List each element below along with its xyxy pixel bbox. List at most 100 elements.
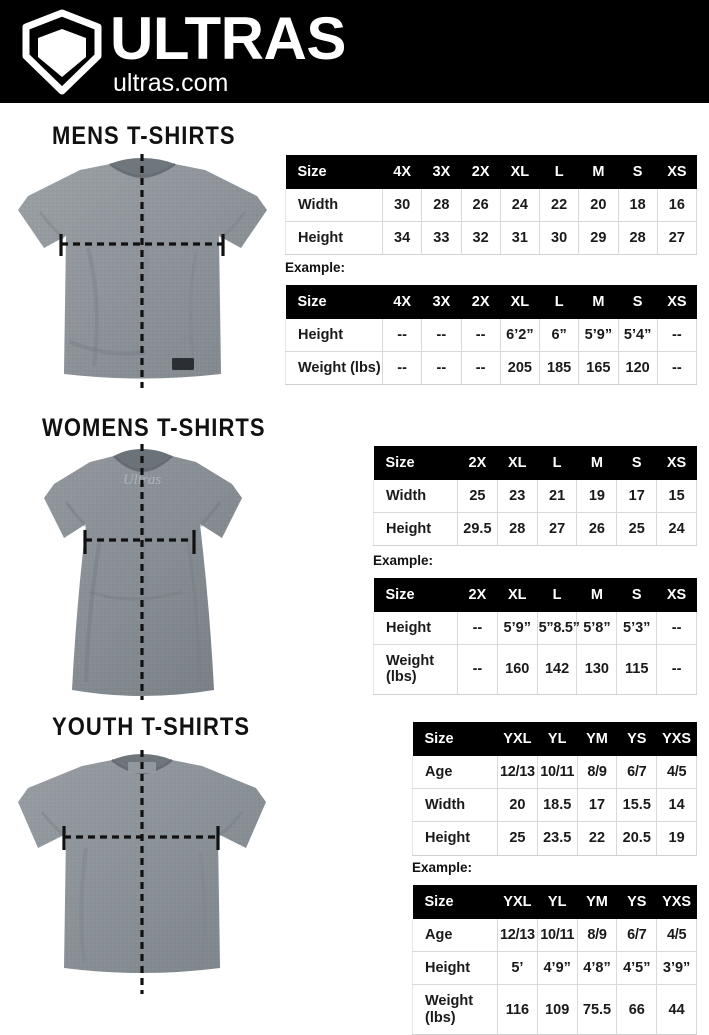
- cell: 20.5: [616, 821, 658, 856]
- column-header: Size: [412, 722, 498, 756]
- column-header: Size: [285, 285, 383, 319]
- cell: 33: [421, 221, 462, 256]
- column-header: YXL: [497, 722, 538, 756]
- cell: 5’8”: [576, 612, 618, 646]
- row-label: Age: [412, 919, 498, 953]
- column-header: YM: [577, 885, 617, 919]
- cell: 28: [496, 512, 538, 547]
- cell: 15.5: [616, 788, 658, 823]
- mens-example-table: Size 4X 3X 2X XL L M S XS Height -- -- -…: [285, 285, 698, 386]
- cell: 26: [576, 512, 618, 547]
- column-header: YS: [616, 885, 657, 919]
- cell: 8/9: [576, 756, 618, 790]
- column-header: L: [537, 446, 577, 480]
- column-header: Size: [285, 155, 383, 189]
- cell: 16: [656, 189, 698, 223]
- cell: 5’9”: [496, 612, 538, 646]
- column-header: XS: [657, 155, 697, 189]
- column-header: 3X: [421, 285, 461, 319]
- example-table: Size 2X XL L M S XS Height -- 5’9” 5”8.5…: [373, 578, 697, 695]
- cell: 29.5: [457, 512, 498, 547]
- youth-example-table: Size YXL YL YM YS YXS Age 12/13 10/11 8/…: [412, 885, 697, 1035]
- header-banner: ULTRAS ultras.com: [0, 0, 709, 103]
- cell: --: [656, 319, 698, 353]
- cell: 24: [499, 189, 541, 223]
- table-row: Height 34 33 32 31 30 29 28 27: [285, 221, 698, 256]
- cell: 130: [576, 644, 618, 695]
- column-header: XS: [656, 578, 697, 612]
- cell: 23: [496, 480, 538, 514]
- column-header: M: [576, 578, 617, 612]
- column-header: 2X: [461, 285, 501, 319]
- table-row: Weight (lbs) -- 160 142 130 115 --: [373, 644, 697, 695]
- column-header: XL: [497, 446, 538, 480]
- column-header: S: [616, 446, 657, 480]
- table-header-row: Size 4X 3X 2X XL L M S XS: [285, 285, 697, 319]
- row-label: Height: [412, 951, 498, 986]
- cell: 3’9”: [656, 951, 697, 986]
- cell: 17: [616, 480, 658, 514]
- column-header: L: [537, 578, 577, 612]
- size-table: Size YXL YL YM YS YXS Age 12/13 10/11 8/…: [412, 722, 697, 856]
- shield-pentagon-icon: [18, 8, 106, 96]
- column-header: L: [539, 285, 579, 319]
- youth-size-table: Size YXL YL YM YS YXS Age 12/13 10/11 8/…: [412, 722, 697, 856]
- cell: 21: [536, 480, 578, 514]
- cell: 34: [381, 221, 423, 256]
- table-row: Height 29.5 28 27 26 25 24: [373, 512, 697, 547]
- cell: 28: [617, 221, 658, 256]
- column-header: XL: [500, 285, 540, 319]
- cell: 17: [576, 788, 618, 823]
- cell: 12/13: [497, 756, 538, 790]
- row-label: Weight (lbs): [412, 984, 498, 1035]
- cell: 4’5”: [616, 951, 658, 986]
- cell: 6/7: [616, 756, 658, 790]
- table-header-row: Size YXL YL YM YS YXS: [412, 885, 697, 919]
- cell: 109: [536, 984, 578, 1035]
- example-table: Size YXL YL YM YS YXS Age 12/13 10/11 8/…: [412, 885, 697, 1035]
- cell: --: [421, 319, 462, 353]
- cell: 25: [457, 480, 498, 514]
- brand-lockup: ULTRAS ultras.com: [18, 8, 346, 96]
- cell: 10/11: [536, 756, 578, 790]
- cell: 30: [381, 189, 423, 223]
- column-header: S: [618, 285, 658, 319]
- column-header: S: [618, 155, 658, 189]
- cell: 19: [576, 480, 618, 514]
- row-label: Height: [373, 512, 458, 547]
- row-label: Height: [285, 319, 383, 353]
- column-header: YL: [537, 722, 578, 756]
- cell: 22: [576, 821, 618, 856]
- cell: 20: [497, 788, 538, 823]
- cell: 4/5: [656, 756, 697, 790]
- cell: --: [460, 319, 501, 353]
- cell: 14: [656, 788, 697, 823]
- cell: --: [457, 644, 498, 695]
- cell: 22: [538, 189, 580, 223]
- column-header: 2X: [457, 578, 498, 612]
- cell: --: [381, 351, 423, 386]
- cell: 120: [617, 351, 658, 386]
- cell: 5’: [497, 951, 538, 986]
- table-row: Age 12/13 10/11 8/9 6/7 4/5: [412, 756, 697, 790]
- cell: 4’9”: [536, 951, 578, 986]
- cell: 29: [578, 221, 619, 256]
- cell: 205: [499, 351, 541, 386]
- column-header: YXS: [656, 722, 697, 756]
- column-header: YXL: [497, 885, 538, 919]
- row-label: Width: [373, 480, 458, 514]
- table-row: Height 5’ 4’9” 4’8” 4’5” 3’9”: [412, 951, 697, 986]
- cell: --: [656, 644, 697, 695]
- size-table: Size 4X 3X 2X XL L M S XS Width 30 28 26…: [285, 155, 698, 256]
- cell: --: [656, 612, 697, 646]
- cell: --: [421, 351, 462, 386]
- cell: 5’4”: [617, 319, 658, 353]
- cell: 23.5: [536, 821, 578, 856]
- cell: 4’8”: [576, 951, 618, 986]
- cell: 28: [421, 189, 462, 223]
- example-table: Size 4X 3X 2X XL L M S XS Height -- -- -…: [285, 285, 698, 386]
- cell: 5”8.5”: [536, 612, 580, 646]
- cell: 44: [656, 984, 697, 1035]
- section-title-youth: YOUTH T-SHIRTS: [52, 713, 251, 741]
- womens-size-table: Size 2X XL L M S XS Width 25 23 21 19 17…: [373, 446, 697, 547]
